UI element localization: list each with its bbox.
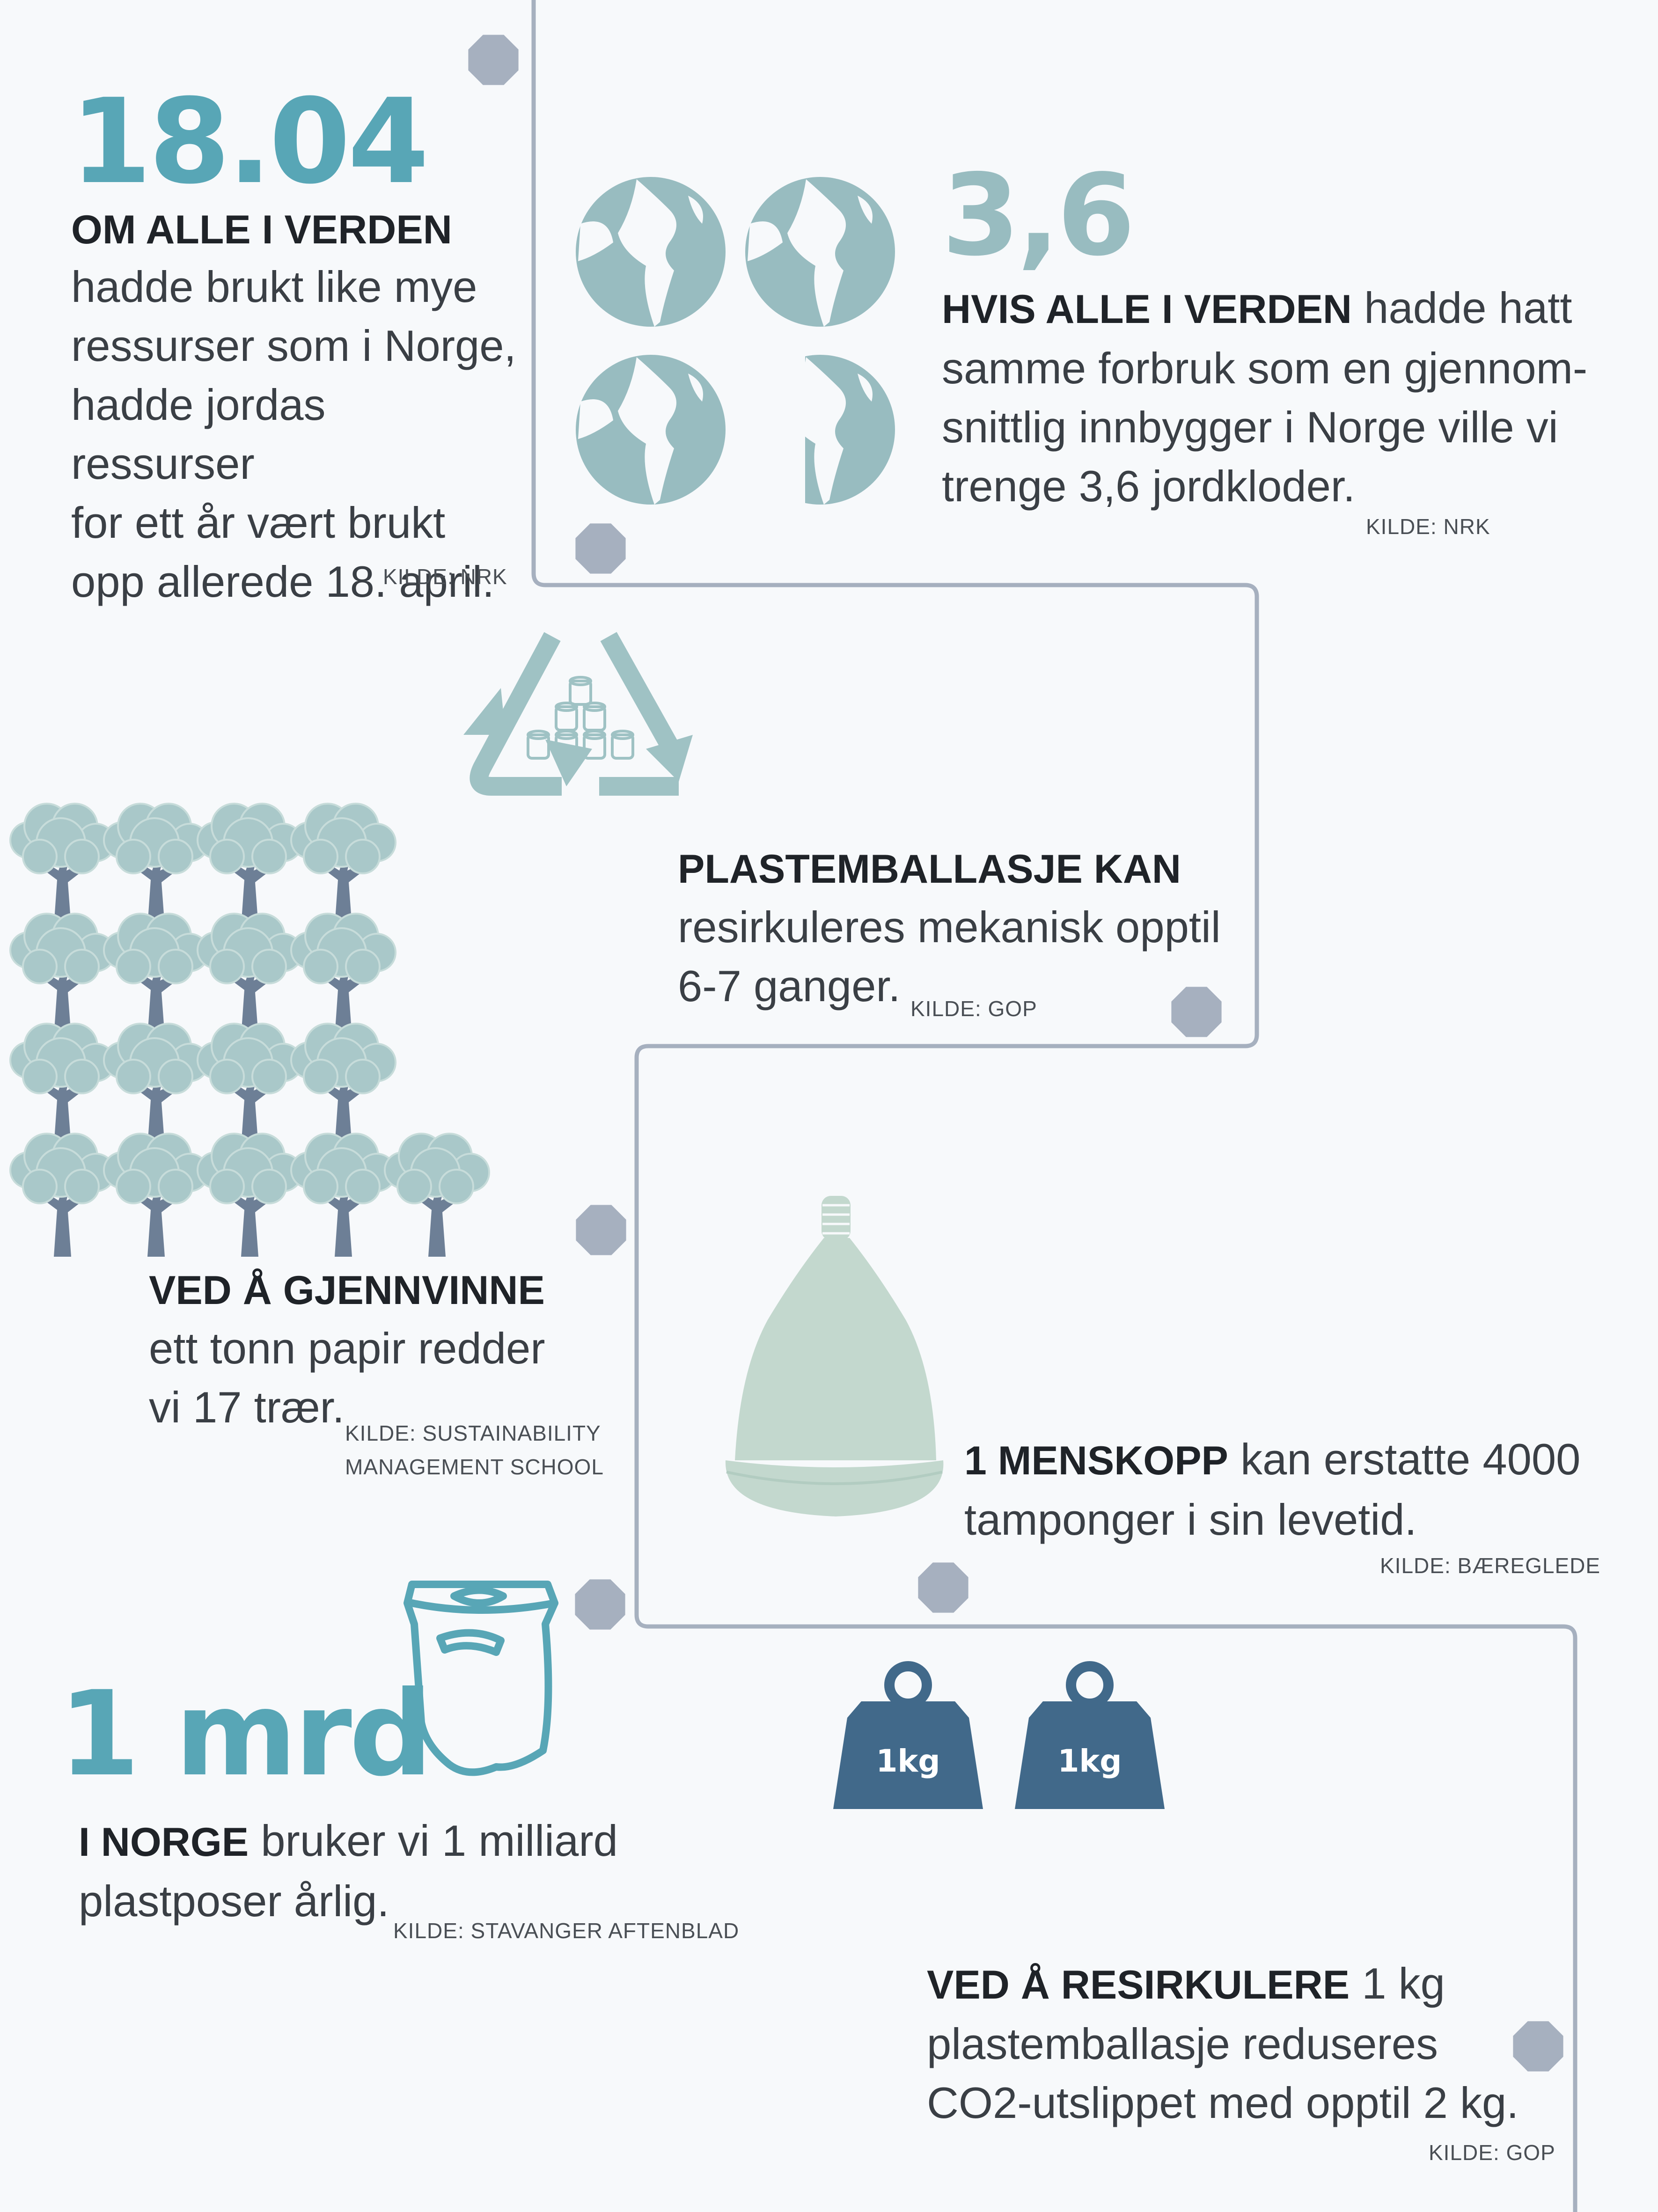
- weight-label: 1kg: [1057, 1743, 1122, 1779]
- tree-icon: [9, 913, 116, 1037]
- text-line: hadde hatt: [1352, 283, 1572, 332]
- timeline-node: [575, 1579, 625, 1630]
- text-line: vi 17 trær.: [149, 1383, 345, 1432]
- text-line: ett tonn papir redder: [149, 1324, 545, 1373]
- weight-icon: 1kg: [1015, 1661, 1165, 1809]
- tree-icon: [9, 803, 116, 927]
- tree-icon: [197, 803, 303, 927]
- tree-icons: [9, 803, 490, 1257]
- plastic-heading: PLASTEMBALLASJE KAN: [678, 847, 1181, 892]
- text-line: trenge 3,6 jordkloder.: [942, 461, 1356, 511]
- text-line: 6-7 ganger.: [678, 961, 901, 1011]
- text-line: hadde jordas ressurser: [71, 380, 326, 488]
- bags-heading: I NORGE: [79, 1820, 249, 1865]
- tree-icon: [197, 913, 303, 1037]
- tree-icon: [103, 1133, 209, 1257]
- tree-icon: [290, 803, 396, 927]
- cup-heading: 1 MENSKOPP: [964, 1438, 1228, 1483]
- globe-icon: [576, 177, 726, 327]
- co2-heading: VED Å RESIRKULERE: [927, 1963, 1350, 2007]
- overshoot-source: KILDE: NRK: [383, 564, 507, 589]
- source-line: MANAGEMENT SCHOOL: [345, 1455, 604, 1479]
- timeline-node: [918, 1562, 968, 1613]
- text-line: resirkuleres mekanisk opptil: [678, 902, 1221, 952]
- bags-number: 1 mrd: [59, 1666, 433, 1802]
- text-line: plastposer årlig.: [79, 1876, 389, 1926]
- overshoot-text: hadde brukt like mye ressurser som i Nor…: [71, 257, 521, 611]
- text-line: plastemballasje reduseres: [927, 2019, 1438, 2068]
- text-line: tamponger i sin levetid.: [964, 1495, 1417, 1544]
- timeline-line: [531, 0, 1577, 2212]
- earths-source: KILDE: NRK: [1366, 514, 1490, 539]
- paper-roll-icon: [611, 733, 634, 760]
- paper-source: KILDE: SUSTAINABILITY MANAGEMENT SCHOOL: [345, 1416, 604, 1484]
- menstrual-cup-icon: [725, 1196, 944, 1516]
- cup-text: 1 MENSKOPP kan erstatte 4000 tamponger i…: [964, 1430, 1643, 1549]
- source-line: KILDE: SUSTAINABILITY: [345, 1421, 601, 1445]
- bags-source: KILDE: STAVANGER AFTENBLAD: [393, 1919, 740, 1943]
- text-line: snittlig innbygger i Norge ville vi: [942, 403, 1558, 452]
- timeline-node: [576, 1205, 626, 1255]
- globe-icon: [745, 177, 895, 327]
- timeline-node: [1513, 2021, 1563, 2072]
- cup-source: KILDE: BÆREGLEDE: [1380, 1553, 1601, 1578]
- globe-icons: [576, 177, 895, 505]
- timeline-node: [1171, 987, 1222, 1037]
- weight-icon: 1kg: [833, 1661, 983, 1809]
- text-line: hadde brukt like mye: [71, 262, 477, 311]
- tree-icon: [290, 1023, 396, 1147]
- tree-icon: [9, 1133, 116, 1257]
- text-line: kan erstatte 4000: [1228, 1435, 1581, 1484]
- paper-roll-icon: [527, 733, 550, 760]
- tree-icon: [384, 1133, 490, 1257]
- co2-text: VED Å RESIRKULERE 1 kg plastemballasje r…: [927, 1954, 1629, 2132]
- text-line: for ett år vært brukt: [71, 498, 446, 547]
- paper-roll-icon: [555, 733, 578, 760]
- plastic-source: KILDE: GOP: [910, 996, 1037, 1021]
- globe-icon: [576, 355, 726, 505]
- timeline-nodes: [468, 35, 1563, 2072]
- earths-heading: HVIS ALLE I VERDEN: [942, 287, 1352, 332]
- weight-label: 1kg: [876, 1743, 940, 1779]
- text-line: bruker vi 1 milliard: [249, 1816, 618, 1865]
- text-line: ressurser som i Norge,: [71, 321, 516, 370]
- text-line: opp allerede 18. april.: [71, 557, 495, 606]
- text-line: 1 kg: [1350, 1959, 1445, 2008]
- tree-icon: [103, 1023, 209, 1147]
- recycle-icon: [463, 632, 693, 796]
- paper-roll-icon: [583, 733, 606, 760]
- tree-icon: [290, 913, 396, 1037]
- text-line: CO2-utslippet med opptil 2 kg.: [927, 2078, 1519, 2127]
- overshoot-heading: OM ALLE I VERDEN: [71, 207, 452, 252]
- tree-icon: [290, 1133, 396, 1257]
- co2-source: KILDE: GOP: [1429, 2140, 1555, 2165]
- tree-icon: [9, 1023, 116, 1147]
- plastic-bag-icon: [403, 1581, 558, 1776]
- earths-number: 3,6: [942, 150, 1135, 281]
- bags-text: I NORGE bruker vi 1 milliard plastposer …: [79, 1811, 687, 1931]
- tree-icon: [103, 913, 209, 1037]
- paper-text: ett tonn papir redder vi 17 trær.: [149, 1319, 617, 1437]
- text-line: samme forbruk som en gjennom-: [942, 344, 1588, 393]
- earths-text: HVIS ALLE I VERDEN hadde hatt samme forb…: [942, 278, 1644, 516]
- weight-icons: 1kg 1kg: [833, 1661, 1165, 1809]
- globe-icon: [805, 355, 895, 505]
- tree-icon: [197, 1023, 303, 1147]
- paper-roll-icon: [569, 680, 592, 706]
- timeline-node: [468, 35, 519, 85]
- overshoot-date: 18.04: [70, 73, 429, 210]
- tree-icon: [197, 1133, 303, 1257]
- plastic-text: resirkuleres mekanisk opptil 6-7 ganger.: [678, 898, 1263, 1016]
- timeline-node: [575, 523, 626, 574]
- paper-heading: VED Å GJENNVINNE: [149, 1268, 545, 1313]
- tree-icon: [103, 803, 209, 927]
